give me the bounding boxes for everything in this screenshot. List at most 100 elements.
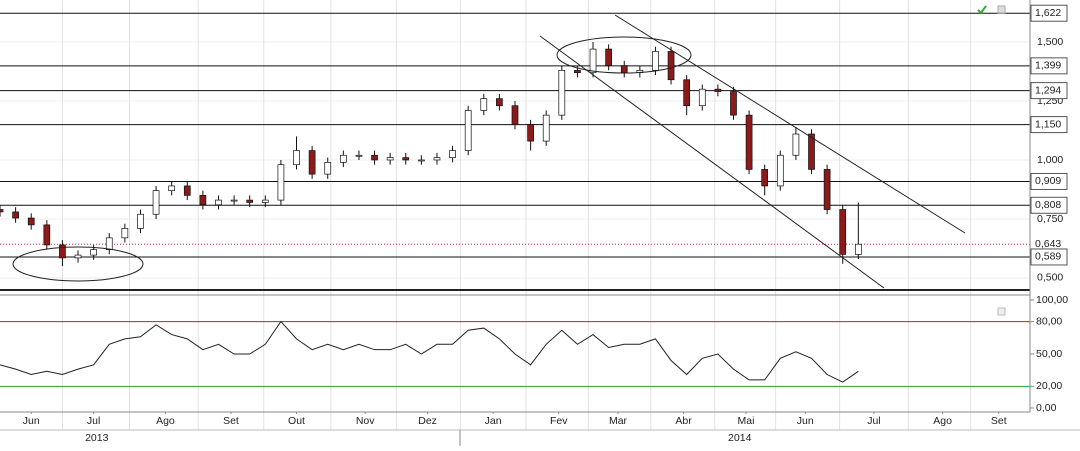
level-label: 0,808 <box>1035 199 1061 211</box>
candle-body <box>293 150 300 166</box>
candle-body <box>402 157 410 161</box>
candle-body <box>355 154 363 157</box>
candle-body <box>199 195 207 206</box>
annotation-ellipse <box>556 36 692 74</box>
annotation-ellipse <box>12 246 144 282</box>
candle-body <box>152 190 160 215</box>
candle-body <box>667 51 675 81</box>
window-button[interactable] <box>997 307 1006 316</box>
candle-body <box>371 154 378 161</box>
candle-body <box>558 69 566 116</box>
y-tick-label: 0,750 <box>1037 213 1063 225</box>
y-tick-label: 1,500 <box>1037 36 1063 48</box>
year-label: 2013 <box>85 432 109 444</box>
level-label-box <box>1030 4 1068 22</box>
plot <box>0 12 1030 387</box>
x-tick-label: Set <box>223 415 239 427</box>
candle-body <box>0 209 4 213</box>
candle-body <box>589 48 597 74</box>
x-tick-label: Out <box>288 415 305 427</box>
candle-body <box>277 164 285 201</box>
y-tick-label: 100,00 <box>1036 294 1068 306</box>
candle-body <box>433 157 441 161</box>
x-tick-label: Nov <box>356 415 375 427</box>
check-icon[interactable] <box>977 5 987 15</box>
candle-body <box>605 48 612 66</box>
trend-line <box>539 35 885 289</box>
candle-body <box>698 88 706 107</box>
level-label: 1,150 <box>1035 118 1061 130</box>
candle-body <box>464 110 472 151</box>
x-tick-label: Mai <box>738 415 755 427</box>
candle-body <box>449 150 456 158</box>
candle-body <box>12 211 19 219</box>
candle-body <box>74 254 82 259</box>
candle-body <box>121 228 129 239</box>
level-label-box <box>1030 82 1068 100</box>
candle-body <box>261 199 269 203</box>
candle-body <box>418 159 425 162</box>
y-tick-label: 0,500 <box>1037 272 1063 284</box>
candle-body <box>542 114 550 142</box>
candle-body <box>43 224 51 246</box>
candle-body <box>215 199 222 206</box>
candle-body <box>714 88 722 92</box>
candle-body <box>27 217 35 226</box>
y-tick-label: 50,00 <box>1036 348 1062 360</box>
window-button[interactable] <box>997 5 1006 14</box>
candle-body <box>90 249 97 256</box>
candle-body <box>230 199 238 202</box>
candle-body <box>59 244 66 259</box>
y-tick-label: 20,00 <box>1036 380 1062 392</box>
candle-body <box>183 185 191 196</box>
x-tick-label: Jun <box>23 415 40 427</box>
x-tick-label: Fev <box>550 415 568 427</box>
x-tick-label: Jul <box>87 415 100 427</box>
level-label: 1,294 <box>1035 84 1061 96</box>
x-tick-label: Set <box>991 415 1007 427</box>
candle-body <box>137 213 144 229</box>
x-tick-label: Mar <box>609 415 628 427</box>
x-tick-label: Jul <box>867 415 880 427</box>
level-label: 1,399 <box>1035 60 1061 72</box>
candle-body <box>683 79 691 107</box>
candle-body <box>511 105 519 125</box>
y-tick-label: 1,000 <box>1037 154 1063 166</box>
level-label: 0,589 <box>1035 251 1061 263</box>
y-tick-label: 0,00 <box>1036 402 1057 414</box>
candle-body <box>823 169 831 210</box>
candle-body <box>480 98 488 111</box>
candle-body <box>854 243 862 255</box>
candle-body <box>386 157 394 161</box>
candle-body <box>308 150 316 175</box>
trend-line <box>614 14 966 234</box>
candle-body <box>324 161 332 175</box>
level-label-box <box>1030 116 1068 134</box>
candle-body <box>652 51 659 71</box>
level-label-box <box>1030 196 1068 214</box>
candle-body <box>776 154 784 187</box>
level-label-box <box>1030 248 1068 266</box>
candle-body <box>761 169 769 187</box>
x-tick-label: Abr <box>675 415 692 427</box>
candle-body <box>339 154 347 163</box>
level-label-box <box>1030 172 1068 190</box>
candle-body <box>839 209 847 255</box>
candle-body <box>808 133 815 170</box>
level-label: 0,909 <box>1035 175 1061 187</box>
rsi-line <box>0 320 859 383</box>
candle-body <box>792 133 800 156</box>
candle-body <box>496 98 503 107</box>
x-tick-label: Ago <box>156 415 175 427</box>
candle-body <box>620 65 628 74</box>
candle-body <box>574 69 581 74</box>
x-tick-label: Jan <box>485 415 502 427</box>
level-label-box <box>1030 57 1068 75</box>
x-tick-label: Jun <box>797 415 814 427</box>
candle-body <box>527 124 534 142</box>
candle-body <box>730 91 737 116</box>
candle-body <box>105 237 113 251</box>
candle-body <box>745 114 753 170</box>
